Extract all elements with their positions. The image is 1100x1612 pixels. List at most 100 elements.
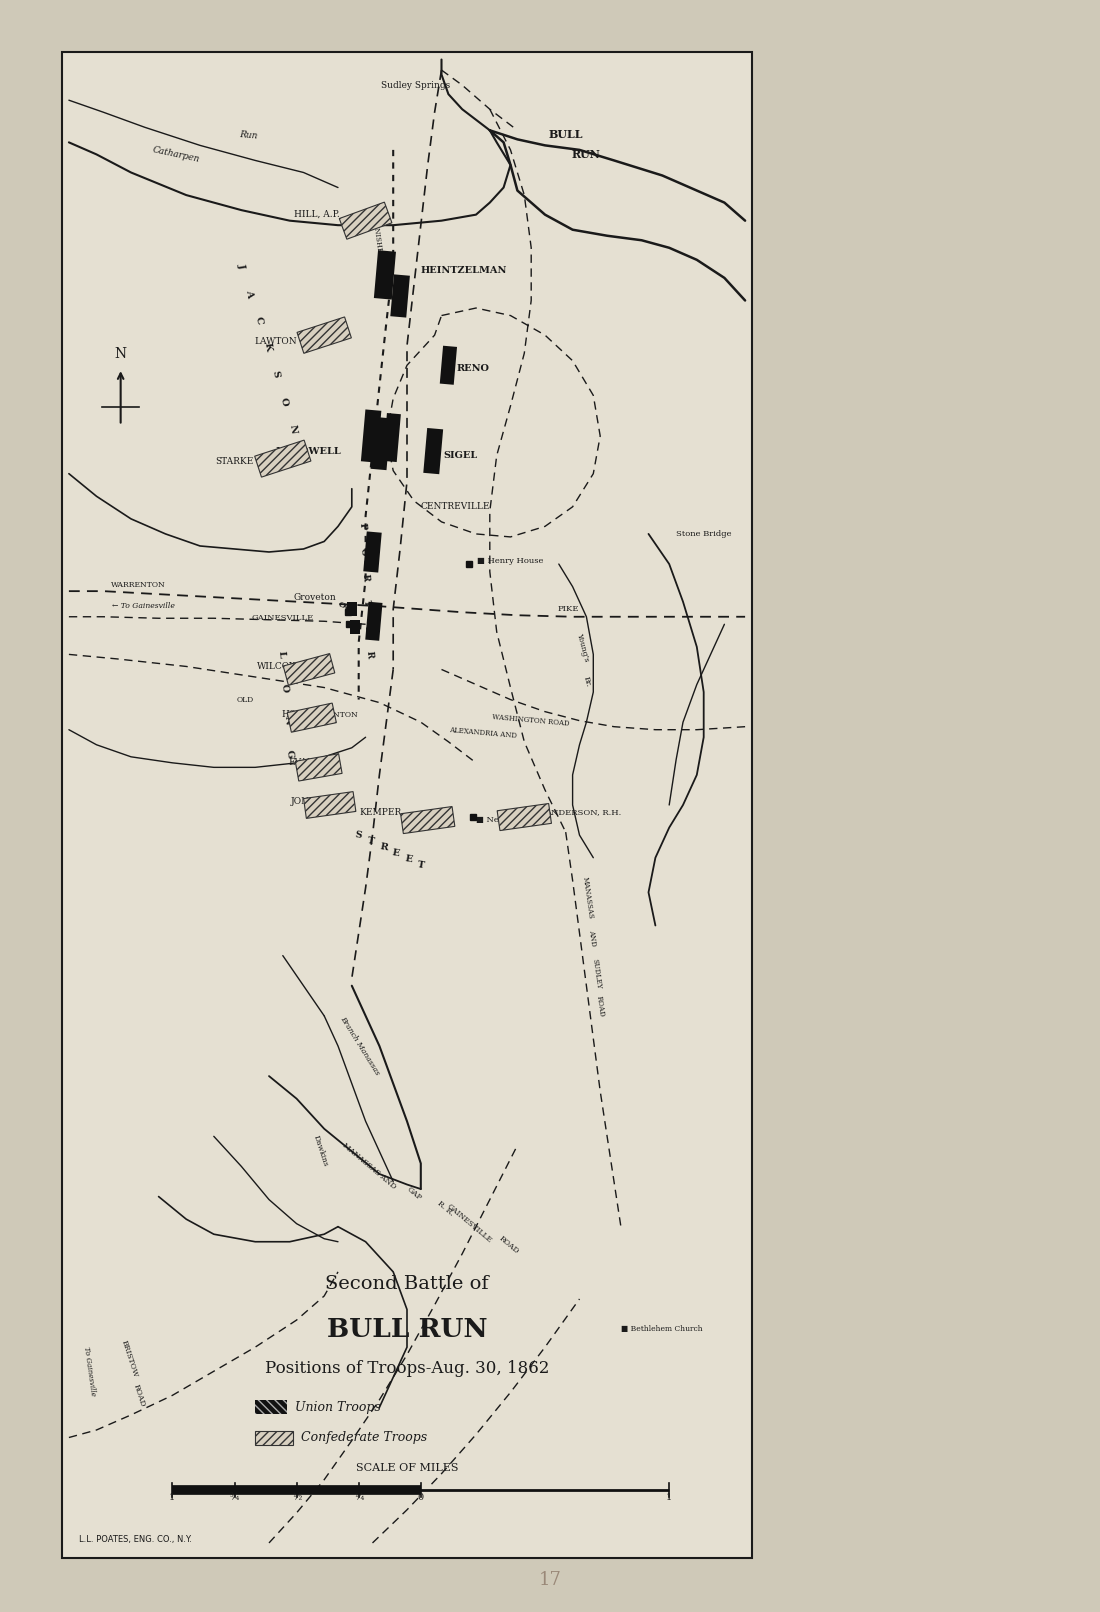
Text: BRISTOW: BRISTOW (120, 1340, 140, 1378)
Bar (374, 250, 396, 300)
Text: ½: ½ (292, 1493, 301, 1502)
Text: ROAD: ROAD (497, 1235, 520, 1256)
Text: N: N (287, 424, 298, 434)
Text: N: N (114, 347, 126, 361)
Text: GAINESVILLE: GAINESVILLE (252, 614, 314, 622)
Bar (497, 803, 551, 830)
Text: 1: 1 (667, 1493, 672, 1502)
Text: ■ Bethlehem Church: ■ Bethlehem Church (620, 1325, 703, 1333)
Text: K: K (263, 342, 273, 351)
Text: R: R (360, 574, 370, 582)
Text: Groveton: Groveton (294, 593, 335, 601)
Text: 1: 1 (169, 1493, 176, 1502)
Bar (62, 52, 752, 1559)
Text: PIKE: PIKE (558, 604, 580, 613)
Bar (424, 427, 443, 474)
Text: Run: Run (239, 129, 257, 140)
Bar (365, 601, 383, 642)
Text: AND: AND (586, 929, 597, 946)
Text: HOOD: HOOD (282, 711, 311, 719)
Text: E: E (404, 854, 412, 864)
Bar (297, 318, 351, 353)
Text: MANASSAS: MANASSAS (581, 877, 595, 920)
Text: Second Battle of: Second Battle of (326, 1275, 488, 1293)
Text: BULL RUN: BULL RUN (327, 1317, 487, 1341)
Text: R. R.): R. R.) (374, 260, 385, 280)
Text: C: C (253, 316, 264, 324)
Text: Sudley Springs: Sudley Springs (381, 81, 450, 90)
Text: ¼: ¼ (354, 1493, 363, 1502)
Bar (361, 409, 382, 463)
Text: ROAD: ROAD (132, 1383, 146, 1407)
Text: EVANS: EVANS (288, 758, 321, 767)
Bar (283, 653, 334, 685)
Text: WARRENTON: WARRENTON (304, 711, 359, 719)
Text: O: O (279, 397, 289, 406)
Text: L: L (276, 651, 286, 658)
Text: McDOWELL: McDOWELL (276, 447, 341, 456)
Text: SCALE OF MILES: SCALE OF MILES (355, 1462, 459, 1473)
Text: S: S (271, 371, 281, 379)
Text: OR: OR (337, 600, 353, 613)
Text: T: T (362, 600, 371, 608)
Bar (287, 703, 337, 732)
Text: G: G (285, 750, 295, 758)
Text: R. R.: R. R. (436, 1199, 455, 1217)
Text: S: S (354, 830, 363, 840)
Bar (371, 418, 390, 471)
Bar (339, 202, 392, 239)
Text: Confederate Troops: Confederate Troops (301, 1431, 427, 1444)
Text: Young's: Young's (575, 632, 591, 663)
Text: GAINESVILLE: GAINESVILLE (446, 1203, 493, 1244)
Text: SIGEL: SIGEL (443, 451, 477, 459)
Text: Catharpen: Catharpen (152, 145, 200, 164)
Text: WARRENTON: WARRENTON (110, 580, 165, 588)
Bar (400, 806, 454, 833)
Text: 17: 17 (539, 1572, 561, 1589)
Bar (383, 413, 400, 463)
Text: LAWTON: LAWTON (254, 337, 297, 345)
Text: ¾: ¾ (230, 1493, 239, 1502)
Text: E: E (363, 625, 373, 632)
Text: HEINTZELMAN: HEINTZELMAN (421, 266, 507, 276)
Bar (350, 621, 361, 634)
Text: ← To Gainesville: ← To Gainesville (112, 603, 175, 611)
Text: R: R (378, 841, 388, 853)
Bar (346, 603, 356, 616)
Bar (390, 274, 410, 318)
Bar (255, 1430, 294, 1444)
Text: MANASSAS AND: MANASSAS AND (341, 1141, 397, 1191)
Text: Br.: Br. (581, 675, 592, 688)
Text: WILCOX: WILCOX (256, 663, 296, 671)
Text: JONES D.R.: JONES D.R. (292, 798, 345, 806)
Text: O: O (279, 683, 289, 692)
Text: Union Troops: Union Troops (295, 1401, 381, 1414)
Text: Branch Manassas: Branch Manassas (339, 1016, 382, 1077)
Text: KEMPER: KEMPER (360, 808, 401, 817)
Bar (295, 754, 342, 782)
Text: P: P (358, 522, 367, 530)
Text: O: O (359, 548, 369, 556)
Text: GAP: GAP (405, 1185, 422, 1203)
Bar (440, 345, 456, 385)
Text: Stone Bridge: Stone Bridge (676, 530, 732, 538)
Text: SUDLEY: SUDLEY (590, 958, 602, 990)
Text: ■ Henry House: ■ Henry House (477, 558, 543, 566)
Text: J: J (236, 263, 246, 269)
Text: WASHINGTON ROAD: WASHINGTON ROAD (492, 713, 570, 729)
Text: BULL: BULL (549, 129, 583, 140)
Bar (255, 440, 311, 477)
Text: ■ New Market: ■ New Market (476, 816, 539, 824)
Text: (UNFINISHED: (UNFINISHED (368, 206, 384, 260)
Bar (255, 1401, 287, 1414)
Text: ROAD: ROAD (595, 996, 606, 1019)
Text: ALEXANDRIA AND: ALEXANDRIA AND (449, 725, 517, 740)
Text: A: A (244, 289, 255, 298)
Text: Dawkins: Dawkins (312, 1135, 330, 1169)
Text: T: T (366, 837, 375, 846)
Text: HILL, A.P.: HILL, A.P. (294, 210, 340, 219)
Text: ANDERSON, R.H.: ANDERSON, R.H. (544, 809, 622, 817)
Text: STARKE: STARKE (216, 458, 254, 466)
Bar (363, 532, 382, 572)
Text: CENTREVILLE: CENTREVILLE (421, 503, 491, 511)
